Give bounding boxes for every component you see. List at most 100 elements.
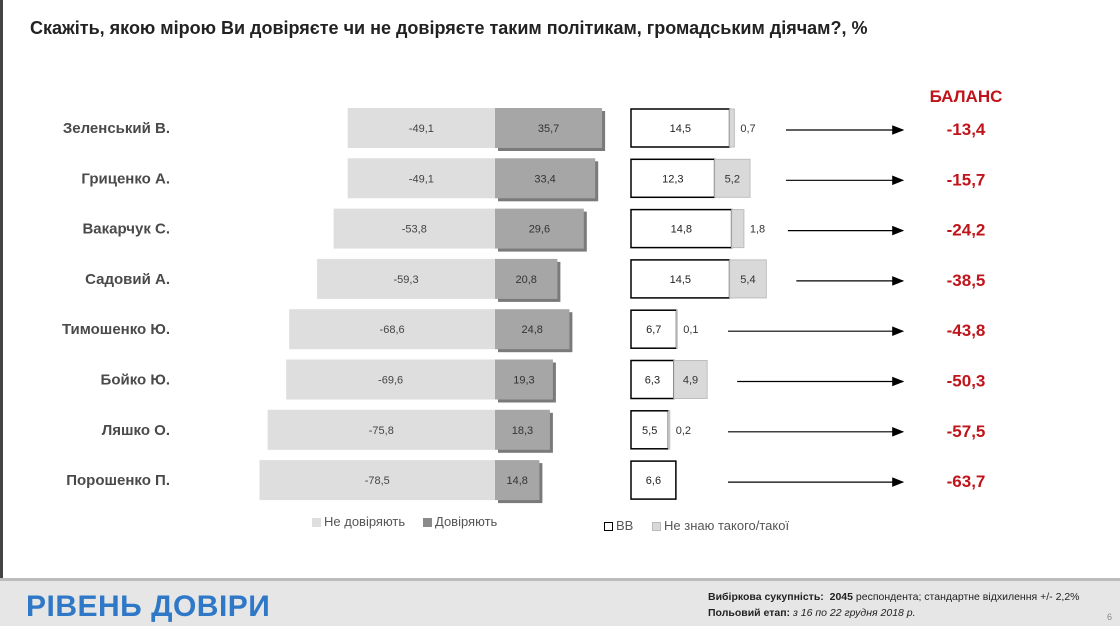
vv-value-label: 5,5 [642,425,657,437]
vv-bar [630,108,731,148]
vv-value-label: 6,3 [645,375,660,387]
sample-text: респондента; стандартне відхилення +/- 2… [855,591,1080,603]
distrust-value-label: -75,8 [369,425,394,437]
category-label: Садовий А. [85,271,170,288]
legend-vv-label: ВВ [616,518,634,533]
distrust-value-label: -49,1 [409,173,434,185]
balance-value-label: -43,8 [947,321,986,340]
sample-value: 2045 [829,591,853,603]
distrust-bar [286,359,495,400]
trust-bar [495,258,558,299]
trust-bar [495,309,570,350]
category-label: Зеленський В. [63,120,170,137]
balance-value-label: -24,2 [947,221,986,240]
unknown-bar [731,209,745,249]
trust-value-label: 20,8 [515,274,536,286]
distrust-bar [289,309,495,350]
legend-distrust-label: Не довіряють [324,514,406,529]
balance-value-label: -15,7 [947,170,986,189]
vv-value-label: 12,3 [662,173,683,185]
field-info: Польовий етап: з 16 по 22 грудня 2018 р. [708,607,916,619]
trust-value-label: 19,3 [513,375,534,387]
trust-bar [495,359,553,400]
balance-value-label: -38,5 [947,271,986,290]
field-label: Польовий етап: [708,607,791,619]
unknown-bar [729,108,735,148]
trust-bar [495,208,584,249]
balance-value-label: -13,4 [947,120,986,139]
category-label: Вакарчук С. [82,221,170,238]
category-label: Гриценко А. [81,170,170,187]
unknown-bar [667,410,671,450]
legend-distrust: Не довіряють [312,514,405,529]
trust-value-label: 33,4 [534,173,555,185]
trust-value-label: 24,8 [521,324,542,336]
vv-bar [630,309,678,349]
section-title: РІВЕНЬ ДОВІРИ [26,590,271,623]
distrust-bar [317,258,495,299]
trust-value-label: 18,3 [512,425,533,437]
balance-value-label: -57,5 [947,422,986,441]
sample-label: Вибіркова сукупність: [708,591,824,603]
category-label: Ляшко О. [102,422,170,439]
sample-info: Вибіркова сукупність: 2045 респондента; … [708,591,1080,603]
unknown-bar [673,360,708,399]
field-value: з 16 по 22 грудня 2018 р. [792,607,916,619]
legend-trust: Довіряють [423,514,497,529]
unknown-value-label: 4,9 [683,375,698,387]
unknown-value-label: 0,1 [683,324,698,336]
legend-unknown-label: Не знаю такого/такої [664,518,790,533]
unknown-value-label: 0,2 [676,425,691,437]
legend-trust-swatch [423,518,432,528]
vv-bar [630,259,731,299]
trust-value-label: 35,7 [538,123,559,135]
unknown-bar [714,158,751,198]
left-edge-line [0,0,3,626]
distrust-bar [267,409,495,450]
trust-bar [495,460,540,501]
page-number: 6 [1106,612,1112,622]
distrust-value-label: -78,5 [365,475,390,487]
balance-value-label: -63,7 [947,472,986,491]
distrust-value-label: -68,6 [380,324,405,336]
legend-unknown-swatch [652,522,661,532]
legend-distrust-swatch [312,518,321,528]
trust-value-label: 29,6 [529,224,550,236]
unknown-value-label: 0,7 [740,123,755,135]
legend-unknown: Не знаю такого/такої [652,518,789,533]
vv-value-label: 14,5 [670,274,691,286]
vv-value-label: 6,6 [646,475,661,487]
distrust-bar [347,108,495,148]
distrust-bar [259,460,495,501]
distrust-value-label: -53,8 [402,224,427,236]
category-label: Порошенко П. [66,472,170,489]
distrust-value-label: -49,1 [409,123,434,135]
vv-value-label: 14,8 [671,224,692,236]
balance-header: БАЛАНС [930,87,1003,106]
legend-trust-label: Довіряють [435,514,498,529]
footer-divider [0,578,1120,581]
unknown-bar [729,259,767,299]
distrust-bar [347,158,495,199]
unknown-value-label: 5,4 [740,274,755,286]
balance-value-label: -50,3 [947,372,986,391]
category-label: Бойко Ю. [101,372,170,389]
distrust-value-label: -69,6 [378,375,403,387]
vv-value-label: 14,5 [670,123,691,135]
trust-bar [495,409,550,450]
vv-bar [630,460,677,500]
unknown-value-label: 5,2 [725,173,740,185]
legend-vv-swatch [604,522,613,532]
legend-vv: ВВ [604,518,633,533]
category-label: Тимошенко Ю. [62,321,170,338]
distrust-bar [333,208,495,249]
unknown-value-label: 1,8 [750,224,765,236]
footer-bar [0,578,1120,626]
unknown-bar [676,309,678,349]
vv-value-label: 6,7 [646,324,661,336]
trust-bar [495,158,596,199]
trust-value-label: 14,8 [506,475,527,487]
chart-title: Скажіть, якою мірою Ви довіряєте чи не д… [30,18,868,38]
trust-bar [495,108,603,148]
trust-chart: БАЛАНС Зеленський В. -49,1 35,7 14,5 0,7 -13,4… [62,87,1003,504]
